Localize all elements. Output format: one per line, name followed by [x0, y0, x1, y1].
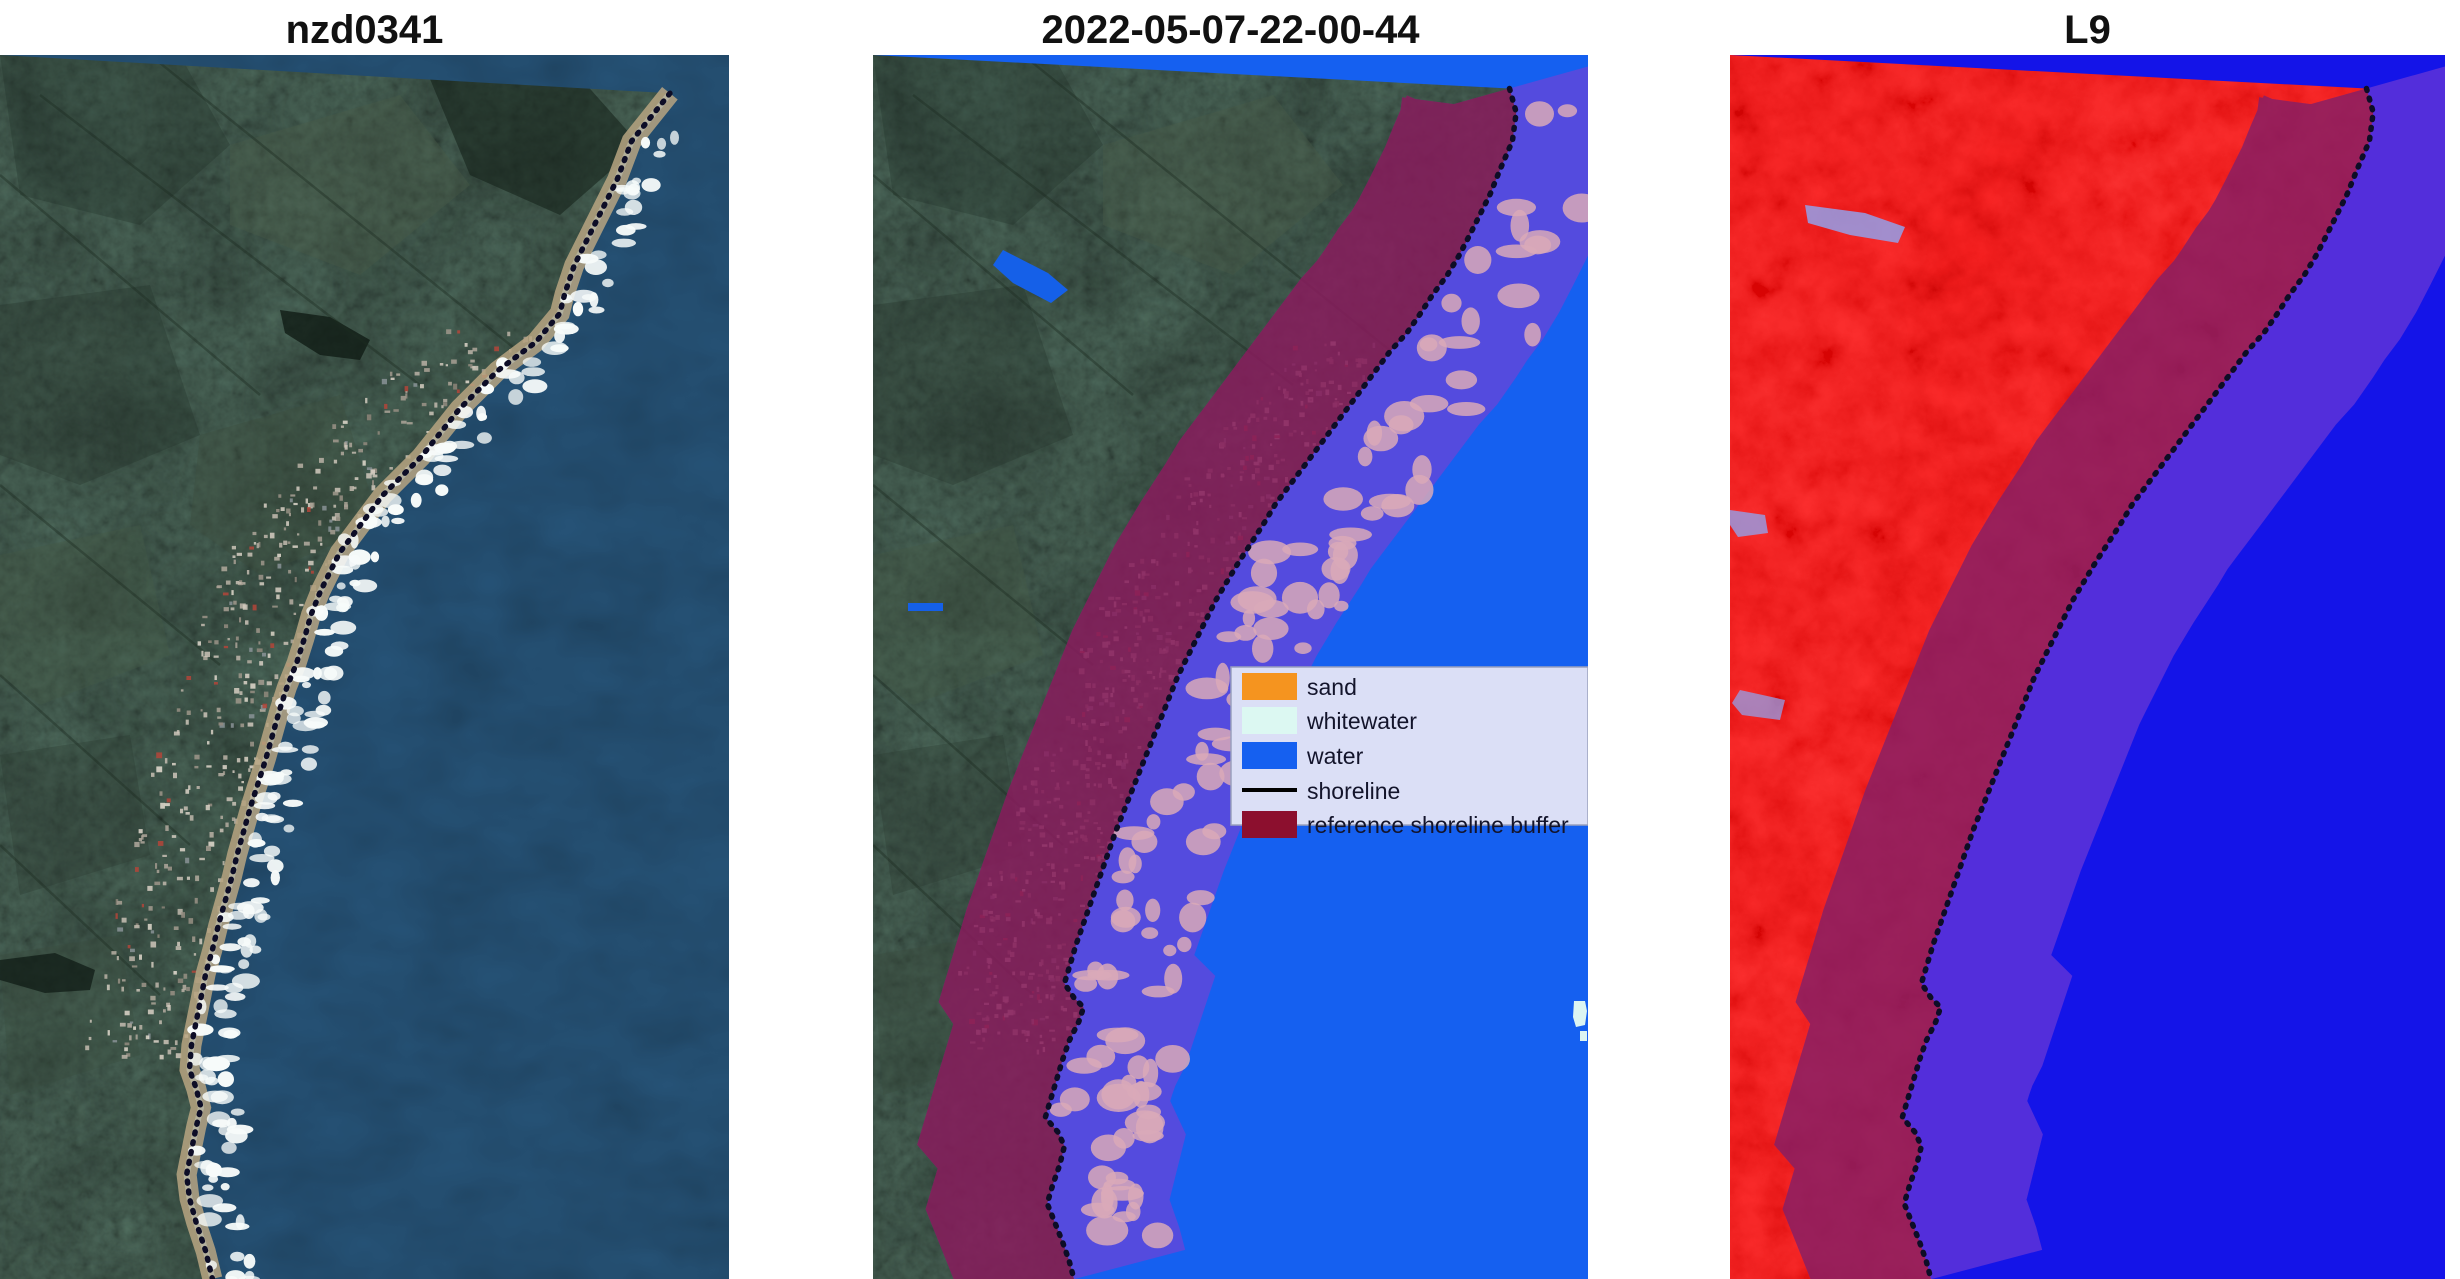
svg-text:whitewater: whitewater [1306, 708, 1417, 734]
svg-text:water: water [1306, 743, 1364, 769]
svg-text:reference shoreline buffer: reference shoreline buffer [1307, 812, 1569, 838]
svg-text:sand: sand [1307, 674, 1357, 700]
svg-text:shoreline: shoreline [1307, 778, 1400, 804]
